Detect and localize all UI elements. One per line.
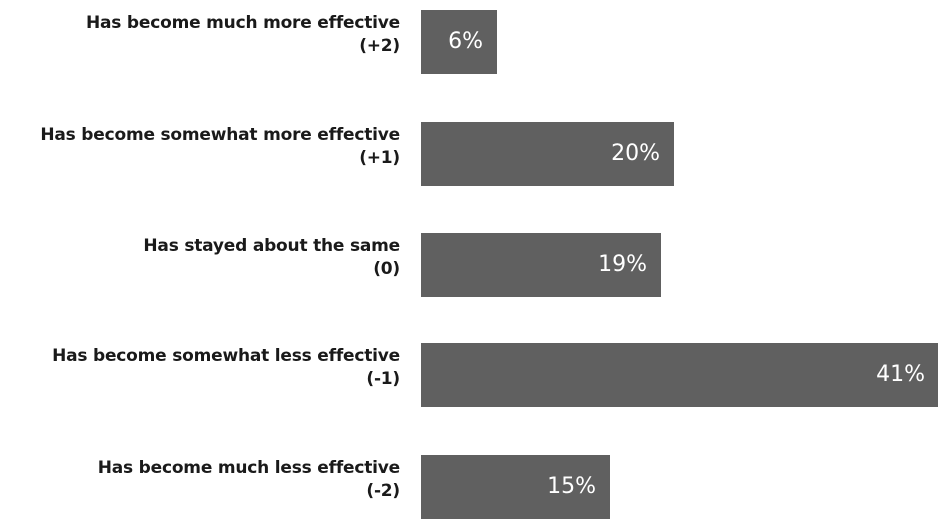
bar [421, 10, 497, 74]
category-label-line2: (+1) [359, 148, 400, 168]
category-label-line2: (0) [373, 259, 400, 279]
bar [421, 122, 674, 186]
category-label: Has become much more effective (+2) [0, 12, 400, 58]
bar [421, 233, 661, 297]
bar-value-label: 41% [876, 362, 925, 387]
category-label-line2: (-2) [366, 481, 400, 501]
bar-value-label: 20% [611, 141, 660, 166]
category-label: Has stayed about the same (0) [0, 235, 400, 281]
bar-value-label: 19% [598, 252, 647, 277]
category-label: Has become much less effective (-2) [0, 457, 400, 503]
category-label-line2: (+2) [359, 36, 400, 56]
category-label: Has become somewhat less effective (-1) [0, 345, 400, 391]
bar [421, 343, 938, 407]
category-label-line1: Has become much less effective [97, 458, 400, 478]
bar-value-label: 6% [448, 29, 483, 54]
category-label-line1: Has become somewhat less effective [52, 346, 400, 366]
category-label-line2: (-1) [366, 369, 400, 389]
category-label-line1: Has become somewhat more effective [40, 125, 400, 145]
bar-value-label: 15% [547, 474, 596, 499]
category-label-line1: Has become much more effective [86, 13, 400, 33]
bar [421, 455, 610, 519]
category-label-line1: Has stayed about the same [143, 236, 400, 256]
category-label: Has become somewhat more effective (+1) [0, 124, 400, 170]
